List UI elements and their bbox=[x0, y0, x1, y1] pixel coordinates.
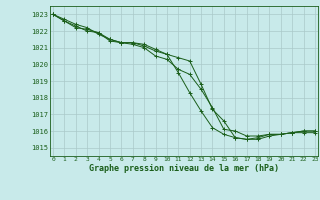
X-axis label: Graphe pression niveau de la mer (hPa): Graphe pression niveau de la mer (hPa) bbox=[89, 164, 279, 173]
